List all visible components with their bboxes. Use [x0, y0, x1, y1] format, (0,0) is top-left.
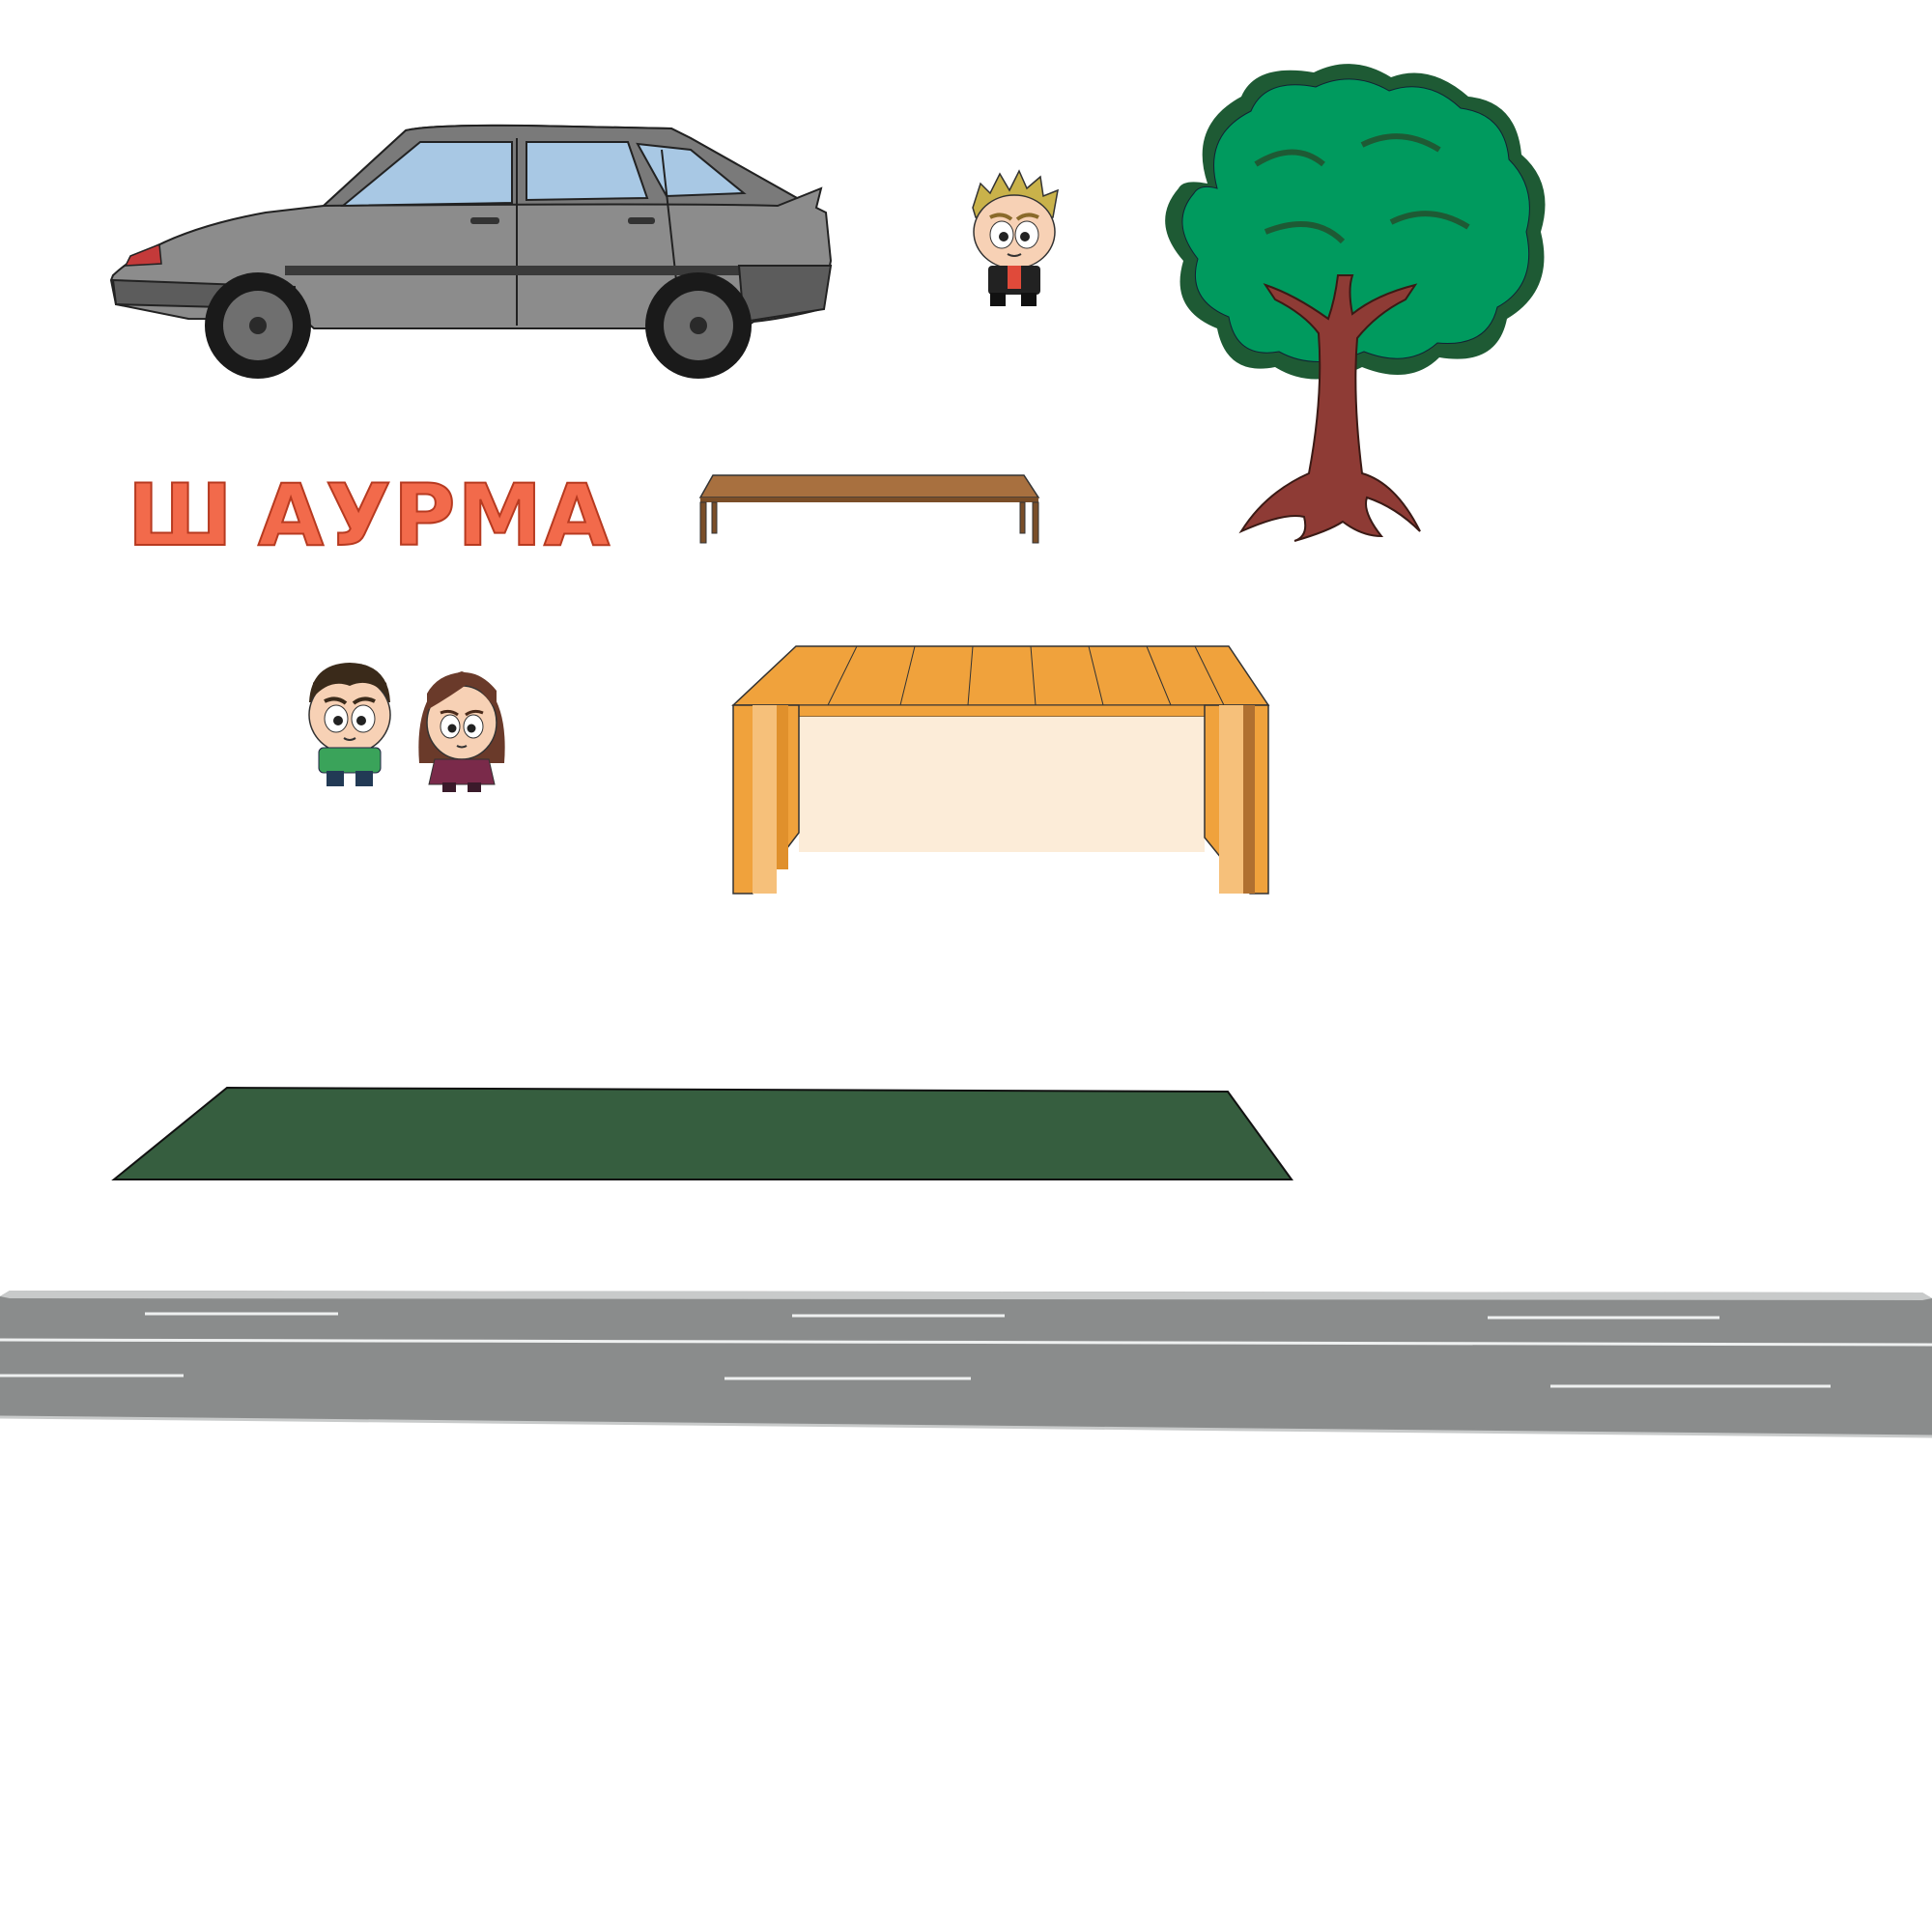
tree-sprite[interactable] [1150, 58, 1555, 551]
car-sprite[interactable] [101, 121, 836, 391]
sign-letter-sha: Ш [127, 466, 235, 565]
road[interactable] [0, 1287, 1932, 1441]
brown-hair-girl-character[interactable] [413, 667, 510, 792]
grass-patch[interactable] [111, 1086, 1294, 1182]
sign-word-aurma: АУРМА [257, 466, 612, 565]
bus-stop-shelter[interactable] [731, 644, 1272, 897]
green-shirt-boy-character[interactable] [301, 659, 398, 789]
blond-boy-character[interactable] [961, 169, 1067, 309]
bench-sprite[interactable] [696, 473, 1043, 546]
